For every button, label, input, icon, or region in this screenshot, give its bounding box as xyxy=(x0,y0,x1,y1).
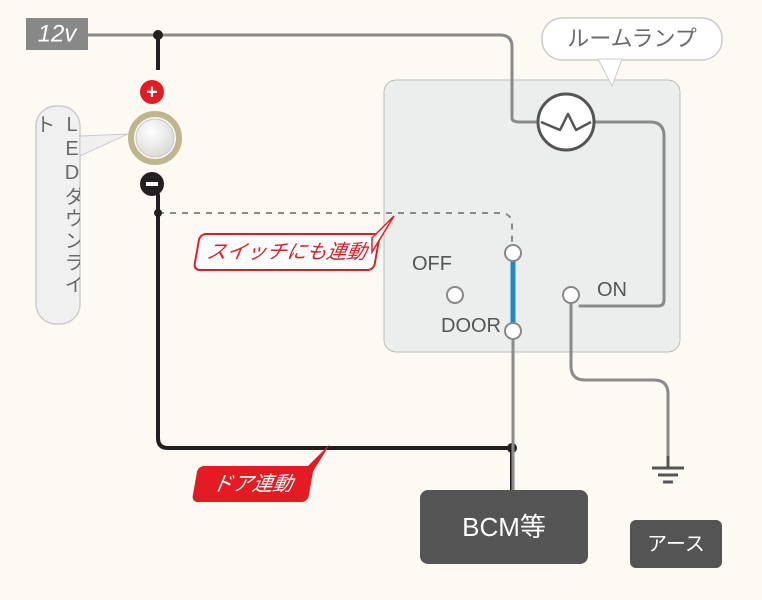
junction-dot-3 xyxy=(154,209,162,217)
switch-callout: スイッチにも連動 xyxy=(194,234,380,270)
minus-glyph xyxy=(146,182,158,186)
ground-text: アース xyxy=(647,533,705,555)
switch-door-label: DOOR xyxy=(441,315,501,337)
lamp-icon xyxy=(538,94,594,150)
led-bulb xyxy=(136,119,174,157)
switch-off-label: OFF xyxy=(412,253,452,275)
switch-door-node xyxy=(505,323,521,339)
switch-pivot xyxy=(505,245,521,261)
led-label-text: LEDダウンライト xyxy=(36,114,80,316)
door-callout: ドア連動 xyxy=(192,466,314,502)
switch-off-node xyxy=(447,287,463,303)
plus-glyph: + xyxy=(146,81,158,103)
switch-on-label: ON xyxy=(597,279,627,301)
door-callout-text: ドア連動 xyxy=(211,473,297,495)
junction-dot xyxy=(153,30,163,40)
voltage-text: 12v xyxy=(38,20,79,47)
roomlamp-label-text: ルームランプ xyxy=(567,26,697,51)
switch-callout-text: スイッチにも連動 xyxy=(205,241,371,263)
bcm-text: BCM等 xyxy=(462,512,546,542)
switch-on-node xyxy=(563,287,579,303)
